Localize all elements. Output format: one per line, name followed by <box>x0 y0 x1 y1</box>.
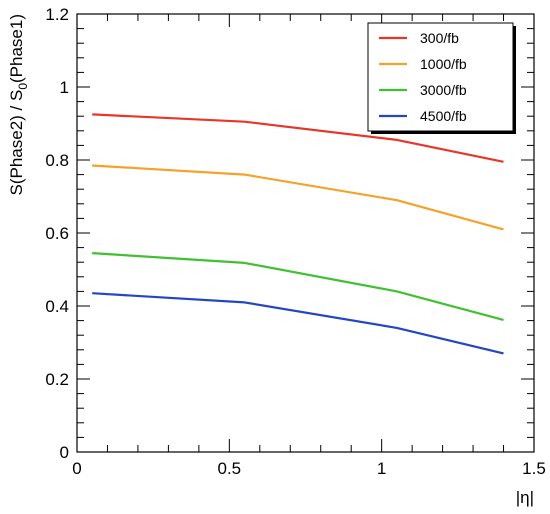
x-tick-label: 0 <box>72 459 81 478</box>
legend-label: 1000/fb <box>420 56 467 72</box>
y-axis-title: S(Phase2) / S0(Phase1) <box>7 14 30 196</box>
x-axis-title: |η| <box>516 488 534 507</box>
legend: 300/fb 1000/fb 3000/fb 4500/fb <box>367 22 516 134</box>
legend-label: 4500/fb <box>420 108 467 124</box>
series-line-4500-fb <box>92 292 504 355</box>
y-axis-title-subscript: 0 <box>16 83 30 90</box>
y-axis-title-main: S(Phase2) / S <box>7 90 26 196</box>
y-tick-label: 0.6 <box>45 224 69 243</box>
legend-label: 3000/fb <box>420 82 467 98</box>
series-line-1000-fb <box>92 164 504 231</box>
y-tick-label: 0.4 <box>45 297 69 316</box>
y-tick-label: 0 <box>60 443 69 462</box>
legend-label: 300/fb <box>420 30 459 46</box>
x-tick-label: 1.5 <box>522 459 546 478</box>
series-line-300-fb <box>92 113 504 163</box>
y-tick-label: 0.8 <box>45 151 69 170</box>
y-tick-label: 1.2 <box>45 5 69 24</box>
y-axis-title-suffix: (Phase1) <box>7 14 26 83</box>
series-line-3000-fb <box>92 252 504 321</box>
legend-box <box>367 22 514 132</box>
ticks-layer: 0 0.5 1 1.5 0 0.2 0.4 0.6 0.8 1 1.2 <box>45 5 545 478</box>
x-tick-label: 0.5 <box>218 459 242 478</box>
series-layer <box>92 113 504 355</box>
y-tick-label: 0.2 <box>45 370 69 389</box>
x-tick-label: 1 <box>377 459 386 478</box>
y-tick-label: 1 <box>60 78 69 97</box>
